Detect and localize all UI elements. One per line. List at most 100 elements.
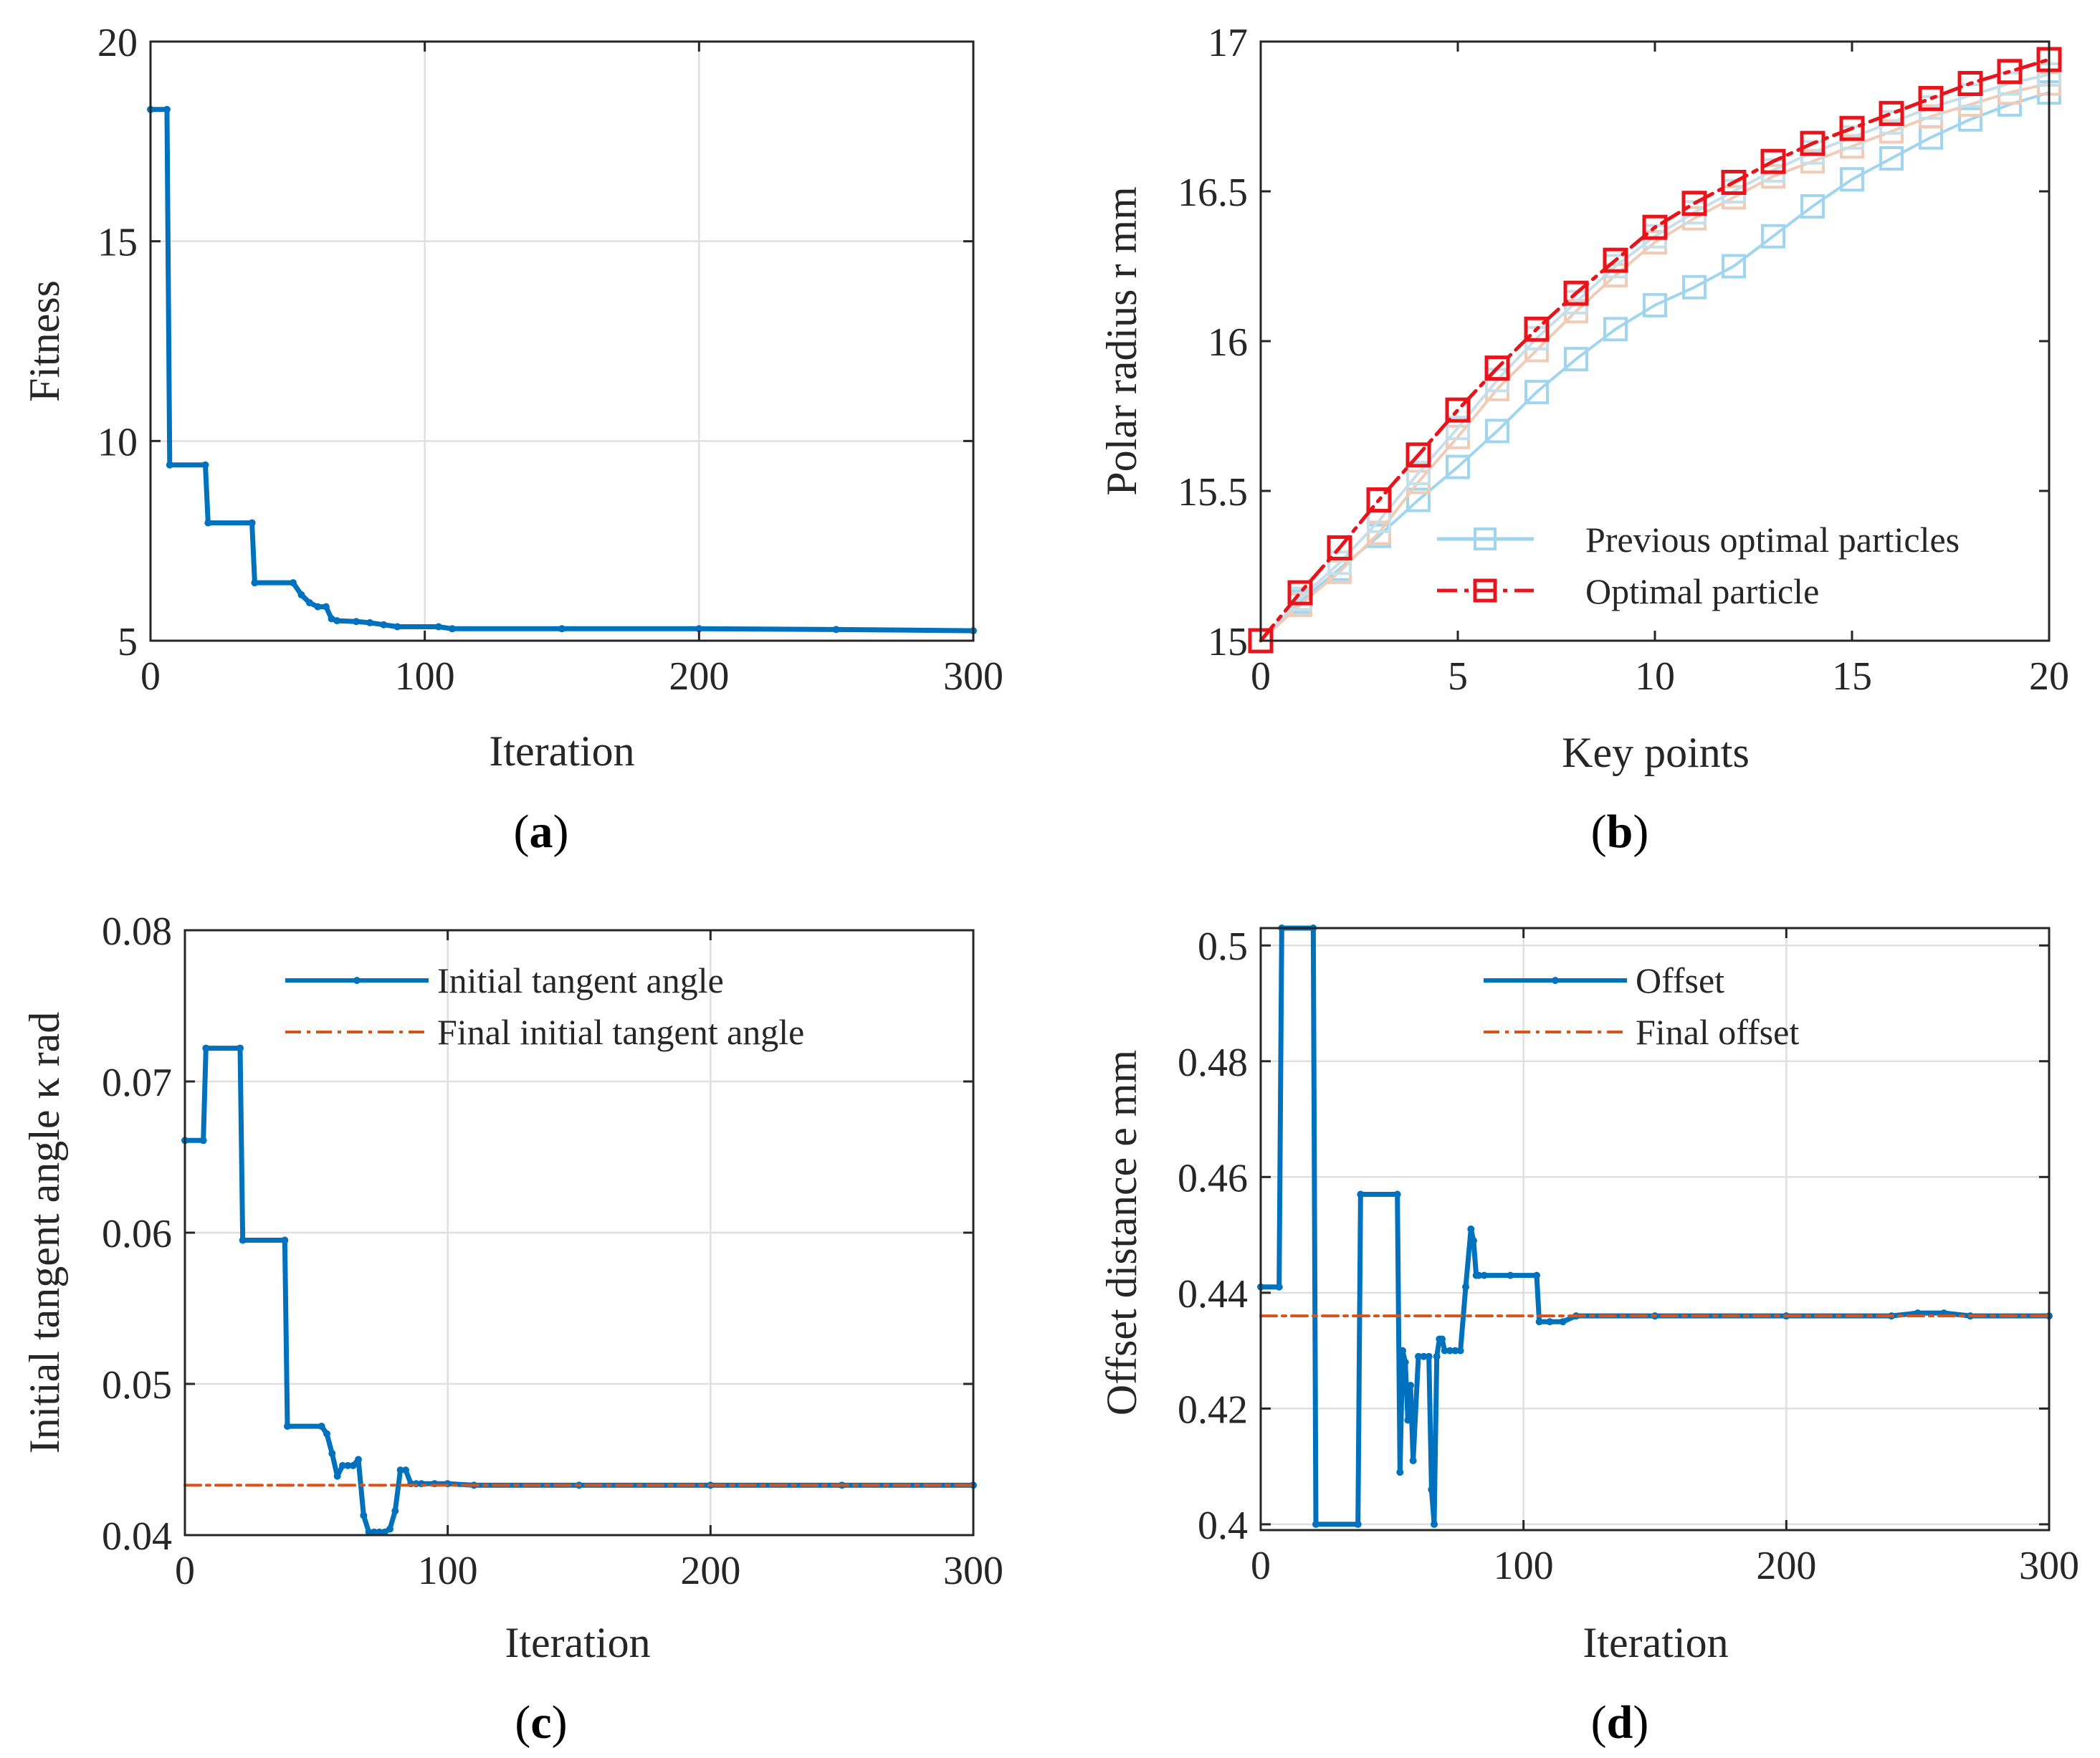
b-legend-previous-label: Previous optimal particles bbox=[1585, 520, 1960, 560]
b-series-0-marker-15 bbox=[1840, 167, 1864, 192]
b-series-3-marker-2 bbox=[1327, 535, 1352, 560]
b-series-line-1 bbox=[1259, 82, 2051, 642]
panel-d: 0 100 200 300 0.4 0.42 0.44 0.46 0.48 0.5 Offset … bbox=[1098, 925, 2079, 1749]
a-xtick-label-3: 300 bbox=[943, 654, 1003, 699]
a-series-0-point-16 bbox=[380, 621, 388, 629]
b-legend: Previous optimal particles Optimal parti… bbox=[1437, 520, 1960, 611]
d-series-0-point-31 bbox=[1480, 1271, 1488, 1279]
c-series-0-point-16 bbox=[365, 1528, 373, 1536]
b-series-3-marker-11 bbox=[1681, 191, 1707, 216]
d-series-0-point-24 bbox=[1451, 1347, 1459, 1355]
d-series-0-point-34 bbox=[1535, 1318, 1543, 1326]
b-ytick-label-0: 15 bbox=[1208, 620, 1248, 664]
c-series-line-0 bbox=[182, 1046, 976, 1535]
b-series-3-marker-5 bbox=[1445, 397, 1471, 423]
b-series-2-marker-5 bbox=[1446, 416, 1470, 441]
b-series-0-marker-11 bbox=[1682, 274, 1707, 300]
c-ylabel: Initial tangent angle κ rad bbox=[21, 1012, 68, 1454]
panel-b: 0 5 10 15 20 15 15.5 16 16.5 17 Previous optimal … bbox=[1098, 21, 2069, 858]
c-xlabel: Iteration bbox=[505, 1619, 650, 1666]
d-series-0-point-23 bbox=[1446, 1347, 1454, 1355]
panel-c: 0 100 200 300 0.04 0.05 0.06 0.07 0.08 Initial t… bbox=[21, 909, 1003, 1749]
b-series bbox=[1248, 47, 2062, 654]
a-series-0-point-10 bbox=[314, 603, 322, 611]
c-series-0-point-8 bbox=[323, 1430, 330, 1438]
b-series-3-marker-6 bbox=[1484, 355, 1510, 381]
c-series-0-point-7 bbox=[318, 1423, 325, 1430]
a-series-0-point-4 bbox=[204, 519, 212, 527]
d-series-0-point-13 bbox=[1409, 1457, 1417, 1465]
a-series-0-point-14 bbox=[353, 618, 360, 626]
d-series-0-point-36 bbox=[1559, 1318, 1567, 1326]
d-series-0-point-9 bbox=[1399, 1347, 1406, 1355]
b-series-2-marker-4 bbox=[1406, 460, 1431, 485]
c-xtick-label-0: 0 bbox=[175, 1549, 195, 1593]
c-series-0-point-14 bbox=[355, 1456, 362, 1463]
c-series-0-point-23 bbox=[402, 1466, 409, 1474]
a-ytick-label-2: 15 bbox=[97, 221, 138, 265]
d-legend-offset-marker bbox=[1552, 977, 1559, 984]
b-xtick-label-0: 0 bbox=[1251, 654, 1271, 699]
b-series-3-marker-4 bbox=[1405, 442, 1431, 468]
c-gridlines bbox=[185, 930, 973, 1535]
b-series-line-0 bbox=[1259, 91, 2051, 642]
d-series-0-point-22 bbox=[1441, 1347, 1448, 1355]
c-legend-angle-marker bbox=[353, 977, 361, 984]
a-series-0-point-7 bbox=[289, 579, 297, 587]
b-series-3-marker-12 bbox=[1721, 169, 1747, 195]
b-series-3-marker-19 bbox=[1997, 59, 2023, 85]
b-series-0-marker-12 bbox=[1722, 254, 1746, 279]
d-series-0-point-17 bbox=[1428, 1486, 1436, 1494]
c-series-0-point-4 bbox=[239, 1236, 247, 1244]
a-axes-frame bbox=[149, 40, 975, 642]
panel-a: 0 100 200 300 5 10 15 20 Iteration Fitness (a) bbox=[21, 21, 1003, 858]
a-ytick-label-3: 20 bbox=[97, 21, 138, 65]
c-series-0-point-18 bbox=[376, 1528, 383, 1536]
a-series-0-point-13 bbox=[333, 617, 341, 625]
d-legend-offset-label: Offset bbox=[1636, 960, 1724, 1000]
d-series-0-point-30 bbox=[1475, 1271, 1483, 1279]
d-ytick-label-2: 0.44 bbox=[1178, 1272, 1248, 1317]
b-series-0-marker-7 bbox=[1524, 380, 1549, 405]
b-series-3-marker-17 bbox=[1918, 85, 1944, 111]
b-series-2-marker-2 bbox=[1327, 550, 1352, 575]
c-xtick-label-3: 300 bbox=[943, 1549, 1003, 1593]
a-series-0-point-12 bbox=[328, 615, 335, 623]
c-ytick-label-3: 0.07 bbox=[102, 1061, 172, 1105]
c-series bbox=[181, 1044, 977, 1536]
d-series-0-point-14 bbox=[1415, 1352, 1422, 1360]
d-ytick-label-5: 0.5 bbox=[1198, 925, 1248, 969]
d-series-0-point-16 bbox=[1425, 1352, 1433, 1360]
c-series-0-point-21 bbox=[391, 1507, 399, 1515]
a-series-0-point-17 bbox=[393, 623, 401, 631]
c-ytick-label-4: 0.08 bbox=[102, 909, 172, 954]
d-series-0-point-12 bbox=[1407, 1382, 1414, 1390]
d-series-0-point-27 bbox=[1467, 1226, 1475, 1233]
a-ytick-label-1: 10 bbox=[97, 420, 138, 464]
a-xtick-label-2: 200 bbox=[669, 654, 729, 699]
c-series-0-point-22 bbox=[396, 1466, 404, 1474]
d-ytick-label-0: 0.4 bbox=[1198, 1504, 1248, 1548]
b-series-0-marker-8 bbox=[1564, 347, 1588, 372]
d-series-0-point-25 bbox=[1456, 1347, 1464, 1355]
b-xtick-label-1: 5 bbox=[1448, 654, 1468, 699]
b-series-0-marker-6 bbox=[1485, 419, 1509, 444]
b-xtick-label-4: 20 bbox=[2029, 654, 2069, 699]
d-ytick-label-1: 0.42 bbox=[1178, 1387, 1248, 1432]
b-ticks: 0 5 10 15 20 15 15.5 16 16.5 17 bbox=[1178, 21, 2069, 699]
b-series-3-marker-14 bbox=[1800, 130, 1825, 156]
d-series-0-point-11 bbox=[1404, 1416, 1412, 1424]
d-series-0-point-4 bbox=[1312, 1520, 1319, 1528]
b-series-3-marker-8 bbox=[1563, 280, 1589, 306]
c-series-0-point-20 bbox=[386, 1525, 393, 1533]
b-series-0-marker-14 bbox=[1800, 194, 1825, 219]
d-series-0-point-33 bbox=[1533, 1271, 1540, 1279]
a-series bbox=[147, 105, 977, 635]
c-caption: (c) bbox=[515, 1696, 567, 1749]
a-xtick-label-0: 0 bbox=[140, 654, 161, 699]
d-xtick-label-2: 200 bbox=[1756, 1544, 1816, 1588]
a-caption: (a) bbox=[514, 806, 569, 858]
b-xlabel: Key points bbox=[1562, 729, 1750, 776]
d-xtick-label-0: 0 bbox=[1251, 1544, 1271, 1588]
